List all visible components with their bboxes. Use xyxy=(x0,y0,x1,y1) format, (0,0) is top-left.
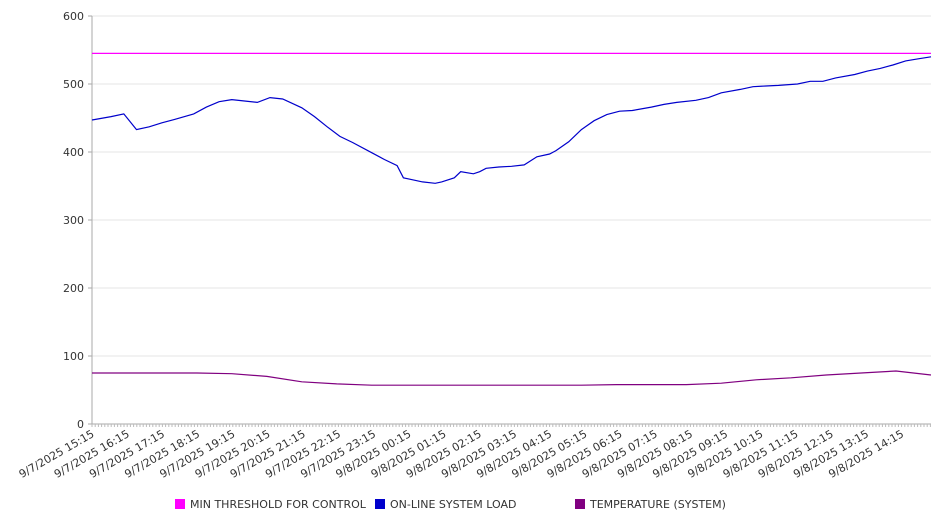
y-tick-label: 300 xyxy=(63,214,84,227)
y-tick-label: 500 xyxy=(63,78,84,91)
y-tick-label: 0 xyxy=(77,418,84,431)
legend-swatch-temperature xyxy=(575,499,585,509)
legend-item-min-threshold: MIN THRESHOLD FOR CONTROL xyxy=(175,497,366,513)
y-axis-ticks: 0 100 200 300 400 500 600 xyxy=(63,10,92,431)
series-line-2 xyxy=(92,370,932,386)
x-axis-ticks: 9/7/2025 15:159/7/2025 16:159/7/2025 17:… xyxy=(17,424,931,481)
series-line-1 xyxy=(91,56,932,184)
legend-item-system-load: ON-LINE SYSTEM LOAD xyxy=(375,497,516,513)
y-tick-label: 400 xyxy=(63,146,84,159)
legend-label-temperature: TEMPERATURE (SYSTEM) xyxy=(590,498,726,511)
series-lines xyxy=(91,52,932,386)
legend-item-temperature: TEMPERATURE (SYSTEM) xyxy=(575,497,726,513)
legend: MIN THRESHOLD FOR CONTROL ON-LINE SYSTEM… xyxy=(0,497,946,517)
legend-swatch-min-threshold xyxy=(175,499,185,509)
y-tick-label: 600 xyxy=(63,10,84,23)
legend-label-system-load: ON-LINE SYSTEM LOAD xyxy=(390,498,517,511)
y-tick-label: 200 xyxy=(63,282,84,295)
legend-label-min-threshold: MIN THRESHOLD FOR CONTROL xyxy=(190,498,366,511)
y-tick-label: 100 xyxy=(63,350,84,363)
legend-swatch-system-load xyxy=(375,499,385,509)
gridlines xyxy=(92,15,931,357)
